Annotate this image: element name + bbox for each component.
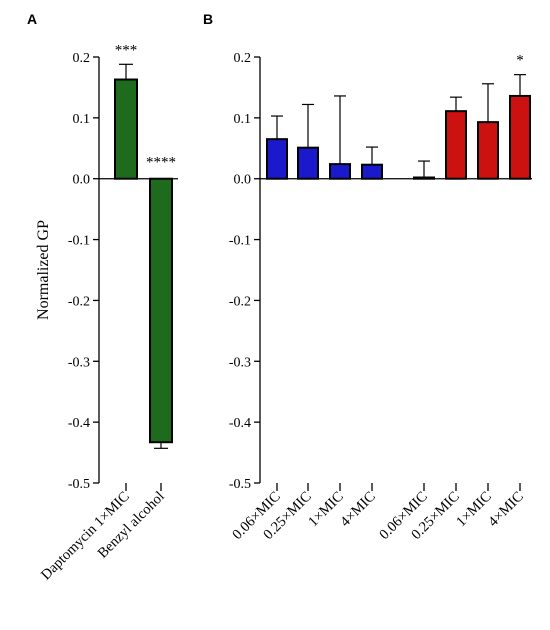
significance-label: * xyxy=(516,53,524,69)
panel-a-letter: A xyxy=(27,11,37,27)
panel-b-letter: B xyxy=(203,11,213,27)
bar xyxy=(413,176,435,180)
significance-label: **** xyxy=(146,155,176,171)
y-tick-label: -0.1 xyxy=(68,234,90,249)
y-tick-label: 0.0 xyxy=(234,173,252,188)
y-tick-label: -0.5 xyxy=(229,477,251,492)
x-tick-label: 1×MIC xyxy=(453,489,495,531)
panel-a-chart: 0.20.10.0-0.1-0.2-0.3-0.4-0.5Daptomycin … xyxy=(38,42,178,583)
bar xyxy=(329,163,351,180)
y-tick-label: -0.5 xyxy=(68,477,90,492)
y-tick-label: 0.2 xyxy=(234,51,252,66)
x-tick-label: 4×MIC xyxy=(337,489,379,531)
bar xyxy=(149,177,173,444)
bar xyxy=(361,163,383,180)
y-tick-label: -0.2 xyxy=(229,294,251,309)
panel-a-bars: ******* xyxy=(114,42,176,449)
y-tick-label: 0.2 xyxy=(73,51,91,66)
significance-label: *** xyxy=(115,42,138,58)
bar xyxy=(445,110,467,180)
y-tick-label: 0.0 xyxy=(73,173,91,188)
y-tick-label: 0.1 xyxy=(73,112,91,127)
panel-b-chart: 0.20.10.0-0.1-0.2-0.3-0.4-0.50.06×MIC0.2… xyxy=(229,51,532,543)
y-tick-label: -0.4 xyxy=(68,416,90,431)
y-tick-label: 0.1 xyxy=(234,112,252,127)
bar xyxy=(477,121,499,180)
y-tick-label: -0.3 xyxy=(68,355,90,370)
y-tick-label: -0.4 xyxy=(229,416,251,431)
x-tick-label: 1×MIC xyxy=(305,489,347,531)
y-tick-label: -0.1 xyxy=(229,234,251,249)
panel-b-bars: * xyxy=(266,53,531,180)
x-tick-label: 4×MIC xyxy=(485,489,527,531)
bar xyxy=(114,78,138,180)
y-tick-label: -0.3 xyxy=(229,355,251,370)
y-tick-label: -0.2 xyxy=(68,294,90,309)
bar xyxy=(509,94,531,180)
y-axis-label: Normalized GP xyxy=(35,220,52,320)
bar xyxy=(266,138,288,180)
bar xyxy=(297,146,319,180)
